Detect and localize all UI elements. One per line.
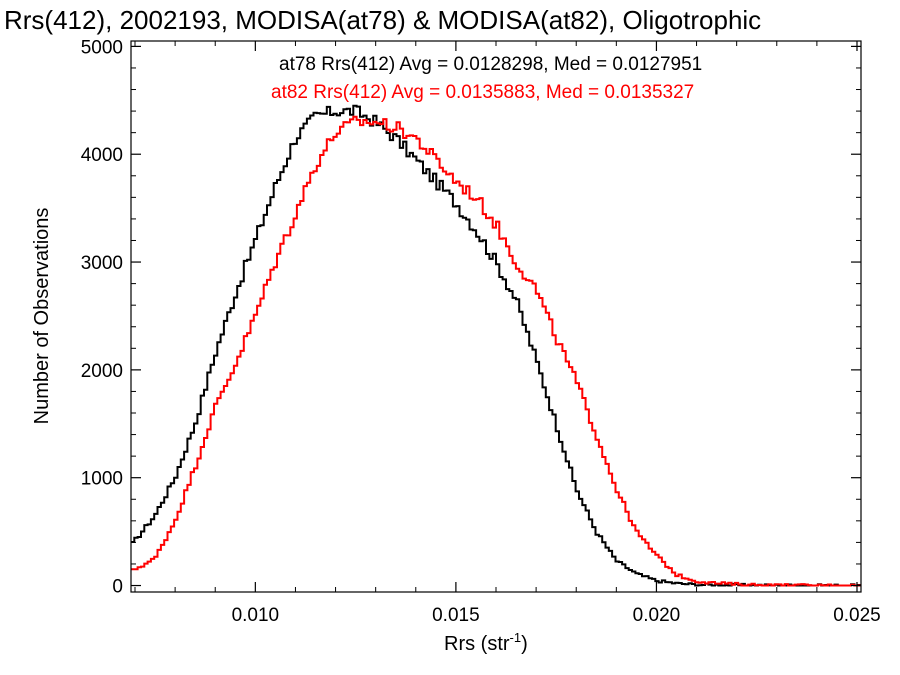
- legend-entry-at78: at78 Rrs(412) Avg = 0.0128298, Med = 0.0…: [279, 54, 702, 75]
- y-axis-label: Number of Observations: [31, 208, 53, 425]
- y-tick-label: 5000: [81, 37, 123, 58]
- x-tick-label: 0.025: [833, 605, 881, 626]
- x-axis-label-main: Rrs (str: [444, 633, 510, 655]
- x-tick-label: 0.010: [232, 605, 280, 626]
- y-tick-label: 1000: [81, 469, 123, 490]
- chart-title: Rrs(412), 2002193, MODISA(at78) & MODISA…: [4, 5, 761, 35]
- y-tick-label: 4000: [81, 145, 123, 166]
- x-tick-label: 0.020: [633, 605, 681, 626]
- y-tick-label: 2000: [81, 361, 123, 382]
- x-tick-label: 0.015: [432, 605, 480, 626]
- y-tick-label: 3000: [81, 253, 123, 274]
- x-axis-label-close: ): [521, 633, 528, 655]
- series-layer: [131, 104, 861, 587]
- x-axis-label: Rrs (str-1): [444, 630, 528, 655]
- series-at78-line: [131, 104, 861, 587]
- series-at82-line: [131, 115, 861, 587]
- ticks-layer: 0.010 0.015 0.020 0.025 0 1000 2000 3000 4000 500…: [81, 37, 881, 626]
- plot-frame: [130, 40, 862, 593]
- x-axis-label-superscript: -1: [510, 630, 522, 645]
- y-tick-label: 0: [112, 577, 123, 598]
- legend-entry-at82: at82 Rrs(412) Avg = 0.0135883, Med = 0.0…: [271, 82, 694, 103]
